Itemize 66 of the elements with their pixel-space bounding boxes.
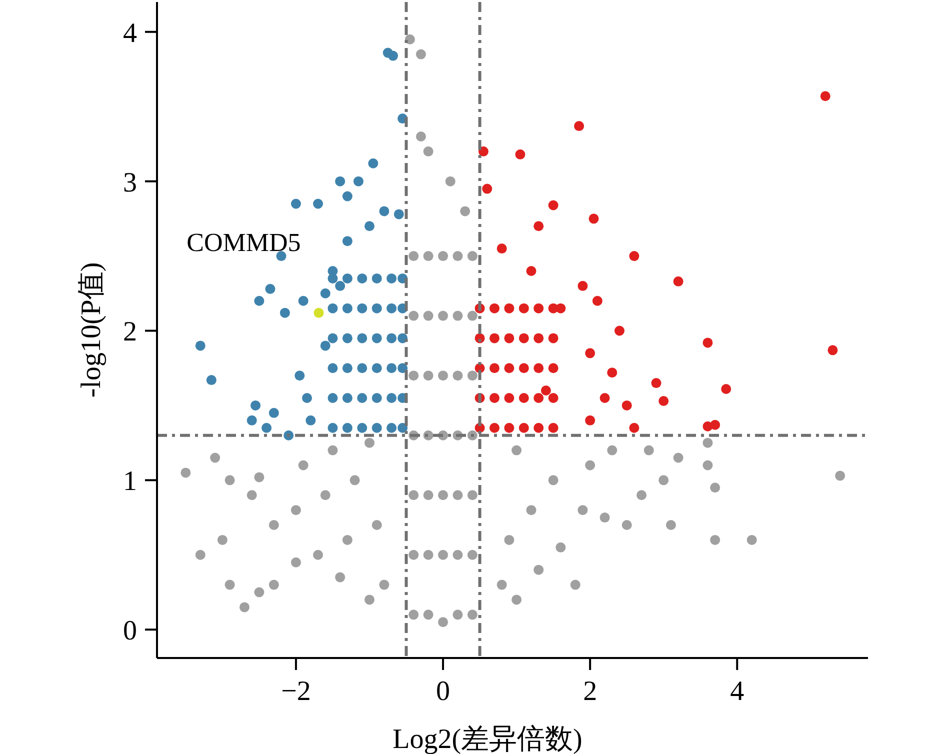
point <box>540 386 551 396</box>
point <box>489 392 500 403</box>
x-axis-title: Log2(差异倍数) <box>392 724 582 754</box>
point <box>614 326 624 336</box>
point <box>673 276 684 286</box>
point <box>658 396 669 406</box>
point <box>592 296 602 306</box>
point <box>489 303 500 314</box>
point <box>518 363 529 374</box>
point <box>622 400 632 410</box>
point <box>518 303 529 314</box>
point <box>534 303 544 314</box>
point <box>721 384 732 394</box>
point <box>534 333 544 344</box>
y-axis-title: -log10(P值) <box>76 262 107 398</box>
point <box>504 422 514 433</box>
point <box>496 244 507 254</box>
point <box>629 422 640 433</box>
point <box>489 363 500 374</box>
y-tick-label: 4 <box>123 18 137 49</box>
x-tick-label: −2 <box>281 676 311 707</box>
point <box>478 146 488 156</box>
y-tick-label: 2 <box>123 316 137 348</box>
x-tick-label: 2 <box>583 676 598 707</box>
annotation: COMMD5 <box>186 228 301 257</box>
point <box>534 363 544 374</box>
point <box>828 345 838 356</box>
point <box>518 422 529 433</box>
point <box>548 363 558 374</box>
point <box>504 392 514 403</box>
point <box>585 348 596 358</box>
point <box>548 303 558 314</box>
y-tick-label: 0 <box>123 616 137 647</box>
point <box>526 266 536 276</box>
point <box>574 121 584 132</box>
point <box>702 421 713 432</box>
point <box>548 392 558 403</box>
point <box>651 378 662 388</box>
point <box>534 392 544 403</box>
point <box>314 308 324 318</box>
point <box>504 303 514 314</box>
point <box>607 368 618 378</box>
x-tick-label: 0 <box>436 676 450 707</box>
point <box>534 422 544 433</box>
point <box>518 392 529 403</box>
x-tick-label: 4 <box>730 676 744 707</box>
point <box>820 91 830 102</box>
point <box>588 214 599 224</box>
point <box>578 280 588 291</box>
point <box>629 251 640 262</box>
y-tick-label: 1 <box>123 466 137 498</box>
point <box>548 200 558 210</box>
point <box>518 333 529 344</box>
point <box>504 333 514 344</box>
point <box>482 184 492 194</box>
point <box>548 333 558 344</box>
point <box>548 422 558 433</box>
point <box>534 221 544 232</box>
point <box>585 415 596 426</box>
point <box>600 392 610 403</box>
point <box>504 363 514 374</box>
point <box>515 149 526 160</box>
point <box>489 333 500 344</box>
point <box>702 338 713 348</box>
y-tick-label: 3 <box>123 167 137 198</box>
point <box>489 422 500 433</box>
